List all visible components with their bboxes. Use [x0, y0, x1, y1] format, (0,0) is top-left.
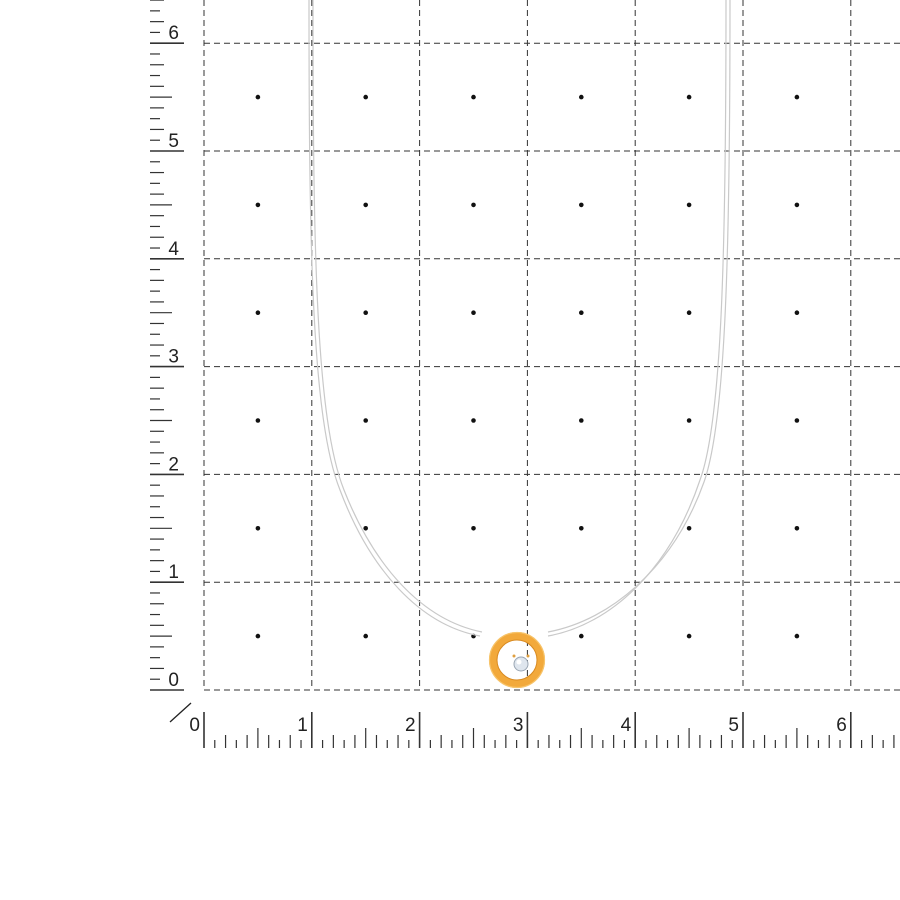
ruler-label-x: 3 — [513, 715, 524, 736]
grid-dot — [255, 310, 261, 316]
dashed-grid — [203, 0, 900, 691]
grid-dot — [471, 310, 476, 316]
grid-dot — [255, 94, 261, 100]
grid-dot — [686, 418, 692, 423]
ruler-label-x: 0 — [189, 715, 200, 736]
grid-dot — [686, 633, 692, 639]
grid-dot — [794, 310, 800, 316]
grid-dot — [255, 633, 261, 639]
grid-dot — [579, 94, 584, 100]
horizontal-ruler: 0 1 2 3 4 5 6 — [189, 712, 895, 748]
grid-dot — [363, 418, 369, 423]
necklace-chain — [308, 0, 731, 637]
pendant — [488, 631, 546, 689]
grid-dot — [579, 202, 584, 208]
grid-dot — [363, 202, 369, 208]
grid-dot — [255, 418, 261, 423]
ruler-label-y: 6 — [168, 23, 179, 44]
grid-dot — [794, 633, 800, 639]
grid-dot — [686, 526, 692, 531]
diamond-icon — [512, 654, 530, 672]
ruler-label-y: 5 — [168, 131, 179, 152]
grid-dot — [363, 526, 369, 531]
grid-dot — [794, 202, 800, 208]
ruler-label-x: 1 — [297, 715, 308, 736]
grid-dot — [794, 418, 800, 423]
ruler-label-y: 1 — [168, 562, 179, 583]
ruler-label-x: 6 — [836, 715, 847, 736]
grid-dots — [255, 94, 800, 639]
grid-dot — [579, 418, 584, 423]
grid-dot — [579, 310, 584, 316]
grid-dot — [471, 526, 476, 531]
grid-dot — [471, 418, 476, 423]
grid-dot — [579, 526, 584, 531]
ruler-label-y: 0 — [168, 670, 179, 691]
ruler-label-x: 5 — [728, 715, 739, 736]
grid-dot — [579, 633, 584, 639]
grid-dot — [686, 310, 692, 316]
ruler-label-y: 2 — [168, 454, 179, 475]
vertical-ruler: 0 1 2 3 4 5 6 — [150, 0, 184, 691]
grid-dot — [471, 94, 476, 100]
grid-dot — [363, 633, 369, 639]
grid-dot — [794, 94, 800, 100]
grid-dot — [471, 202, 476, 208]
grid-dot — [255, 526, 261, 531]
origin-slash — [169, 702, 192, 723]
grid-dot — [794, 526, 800, 531]
grid-dot — [363, 94, 369, 100]
ruler-label-y: 4 — [168, 239, 179, 260]
grid-dot — [686, 202, 692, 208]
grid-dot — [255, 202, 261, 208]
ruler-label-y: 3 — [168, 347, 179, 368]
grid-dot — [363, 310, 369, 316]
ruler-label-x: 4 — [621, 715, 632, 736]
ruler-label-x: 2 — [405, 715, 416, 736]
grid-dot — [686, 94, 692, 100]
